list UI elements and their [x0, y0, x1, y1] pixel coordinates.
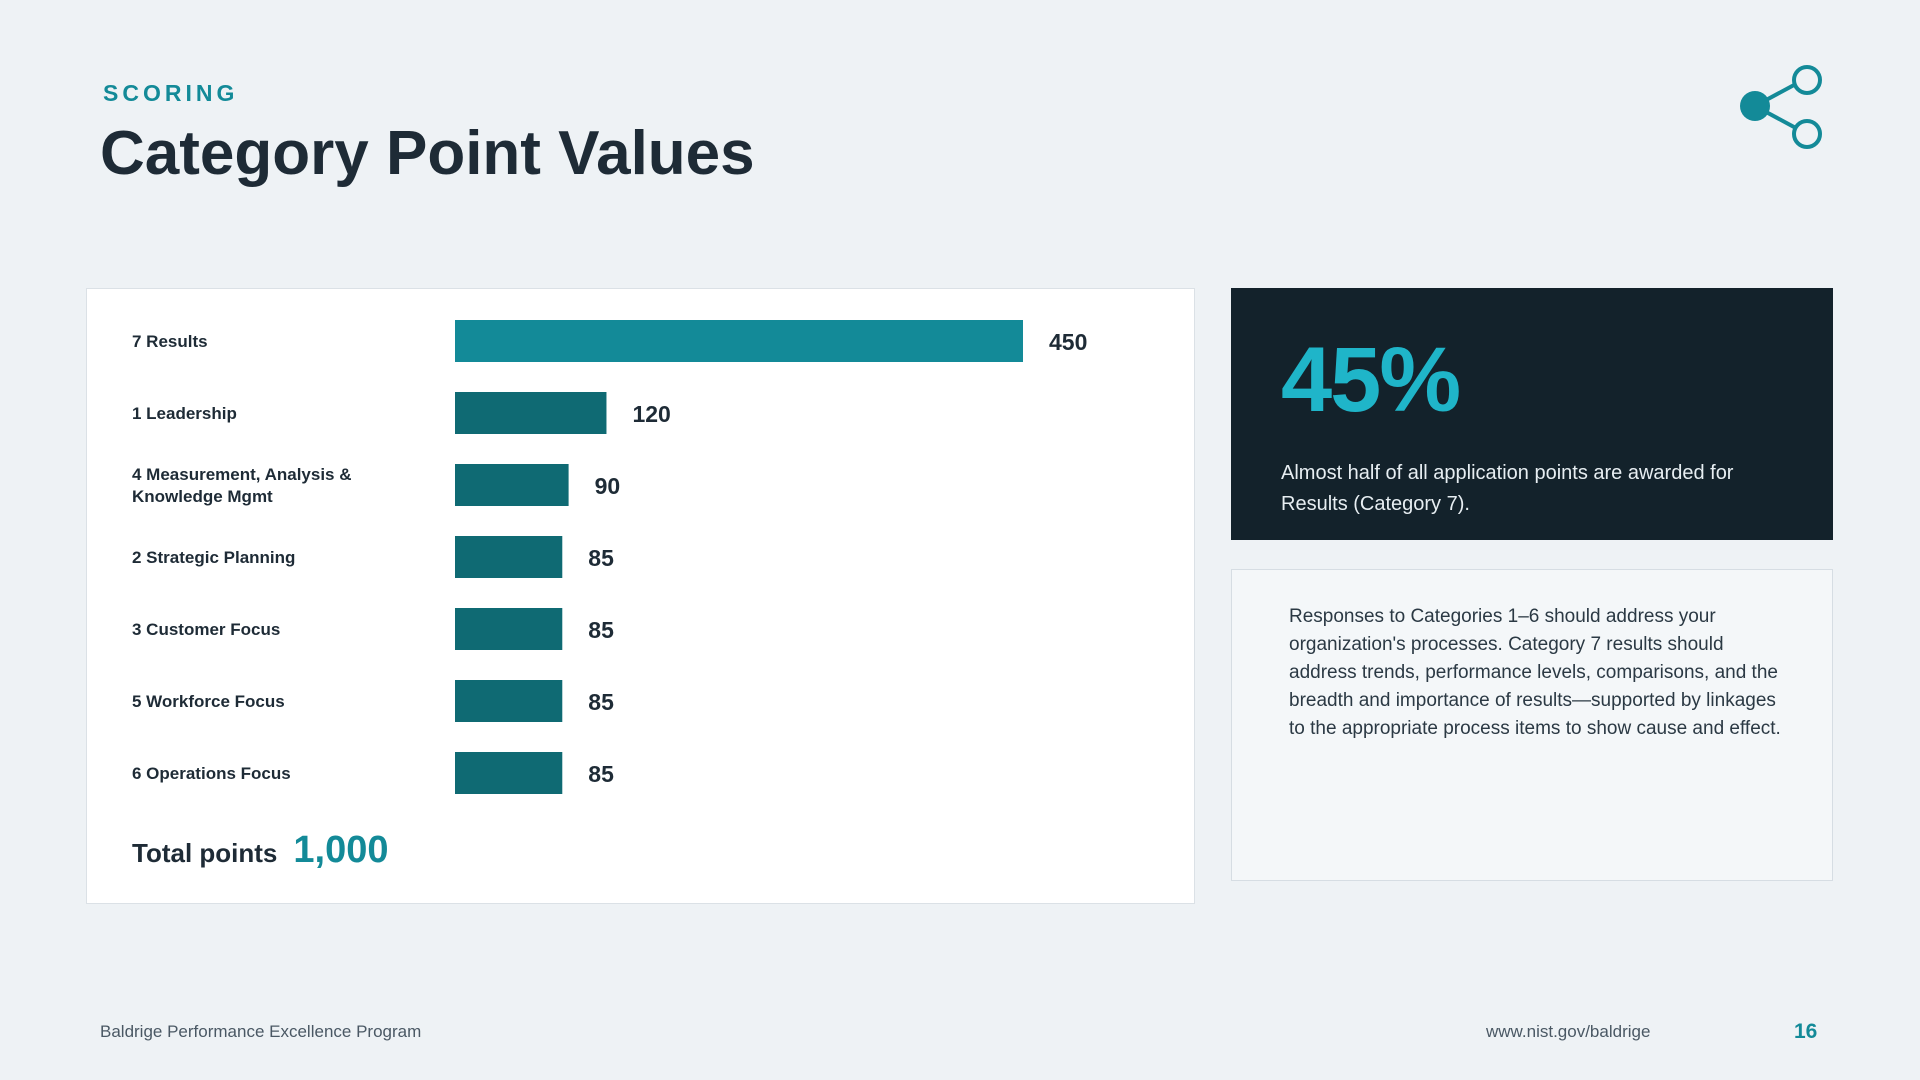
- total-points: Total points 1,000: [132, 829, 388, 872]
- bar-label: 2 Strategic Planning: [132, 548, 295, 567]
- footer-program: Baldrige Performance Excellence Program: [100, 1022, 422, 1041]
- bar-label: 6 Operations Focus: [132, 764, 291, 783]
- note-text: Responses to Categories 1–6 should addre…: [1289, 606, 1781, 739]
- bar-label: 5 Workforce Focus: [132, 692, 285, 711]
- bar-value-label: 85: [588, 617, 614, 643]
- page-number: 16: [1794, 1020, 1818, 1043]
- share-network-icon: [1740, 65, 1822, 149]
- total-points-value: 1,000: [293, 829, 389, 871]
- bar: [455, 320, 1023, 362]
- eyebrow-label: SCORING: [103, 80, 239, 106]
- bar-chart: 7 Results 450 1 Leadership 120 4 Measurement…: [132, 320, 1087, 794]
- bar: [455, 464, 569, 506]
- stat-card: 45% Almost half of all application point…: [1231, 288, 1833, 540]
- bar-label: 3 Customer Focus: [132, 620, 280, 639]
- bar-value-label: 85: [588, 689, 614, 715]
- note-card: Responses to Categories 1–6 should addre…: [1231, 569, 1833, 881]
- bar-value-label: 85: [588, 545, 614, 571]
- bar-value-label: 90: [595, 473, 621, 499]
- bar-label: 1 Leadership: [132, 404, 237, 423]
- bar-value-label: 85: [588, 761, 614, 787]
- page-title: Category Point Values: [100, 119, 755, 188]
- bar-value-label: 450: [1049, 329, 1087, 355]
- bar-value-label: 120: [632, 401, 670, 427]
- bar-label: 7 Results: [132, 332, 208, 351]
- stat-description: Almost half of all application points ar…: [1281, 462, 1734, 515]
- bar: [455, 608, 563, 650]
- footer-url[interactable]: www.nist.gov/baldrige: [1486, 1022, 1651, 1041]
- bar: [455, 536, 563, 578]
- bar: [455, 680, 563, 722]
- bar: [455, 752, 563, 794]
- bar-label: 4 Measurement, Analysis & Knowledge Mgmt: [132, 465, 352, 506]
- total-points-label: Total points: [132, 838, 278, 868]
- bar: [455, 392, 607, 434]
- bar-chart-card: 7 Results 450 1 Leadership 120 4 Measurement…: [86, 288, 1195, 904]
- stat-percentage: 45%: [1281, 329, 1461, 431]
